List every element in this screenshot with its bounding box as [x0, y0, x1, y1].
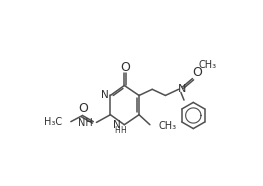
Text: H: H [114, 126, 120, 135]
Text: O: O [120, 61, 130, 74]
Text: N: N [178, 84, 187, 94]
Text: NH: NH [78, 118, 93, 128]
Text: O: O [192, 66, 202, 79]
Text: CH₃: CH₃ [158, 121, 176, 131]
Text: H: H [120, 126, 126, 135]
Text: CH₃: CH₃ [199, 60, 217, 70]
Text: H₃C: H₃C [44, 117, 62, 127]
Text: O: O [78, 102, 88, 115]
Text: N: N [113, 121, 121, 131]
Text: N: N [101, 90, 109, 100]
